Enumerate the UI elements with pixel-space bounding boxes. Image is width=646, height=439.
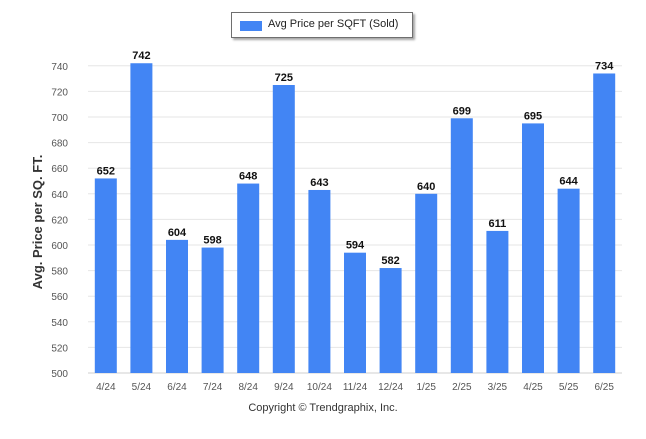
- legend-label: Avg Price per SQFT (Sold): [268, 18, 399, 30]
- y-axis-ticks: 500 520 540 560 580 600 620 640 660 680 700 720 740: [51, 62, 68, 380]
- x-tick-label: 5/24: [132, 382, 152, 393]
- x-tick-label: 7/24: [203, 382, 223, 393]
- bar[interactable]: [94, 178, 117, 373]
- x-tick-label: 10/24: [307, 382, 332, 393]
- bar[interactable]: [272, 85, 295, 373]
- y-tick-label: 580: [51, 267, 68, 278]
- y-tick-label: 660: [51, 164, 68, 175]
- data-label: 652: [97, 165, 115, 177]
- bar[interactable]: [166, 239, 188, 373]
- bar[interactable]: [379, 268, 402, 373]
- bar[interactable]: [557, 188, 580, 373]
- bar[interactable]: [522, 123, 544, 374]
- data-label: 695: [524, 110, 542, 122]
- bar[interactable]: [593, 73, 616, 373]
- x-tick-label: 11/24: [343, 382, 368, 393]
- x-tick-label: 4/24: [96, 382, 116, 393]
- bar[interactable]: [237, 183, 260, 373]
- legend[interactable]: Avg Price per SQFT (Sold): [231, 12, 413, 38]
- data-label: 644: [559, 176, 578, 188]
- x-tick-label: 9/24: [274, 382, 294, 393]
- data-label: 611: [489, 218, 507, 230]
- y-tick-label: 640: [51, 190, 68, 201]
- bar[interactable]: [344, 252, 366, 373]
- data-label: 742: [132, 50, 150, 62]
- copyright-text: Copyright © Trendgraphix, Inc.: [248, 402, 398, 414]
- x-tick-label: 4/25: [523, 382, 543, 393]
- data-label: 643: [310, 177, 328, 189]
- y-tick-label: 680: [51, 139, 68, 150]
- y-tick-label: 560: [51, 292, 68, 303]
- data-label: 598: [203, 235, 221, 247]
- data-label: 594: [346, 240, 365, 252]
- bar[interactable]: [486, 230, 509, 373]
- x-tick-label: 6/24: [167, 382, 187, 393]
- x-tick-label: 5/25: [559, 382, 579, 393]
- bar[interactable]: [450, 118, 473, 373]
- x-tick-label: 8/24: [238, 382, 258, 393]
- data-label: 640: [417, 181, 435, 193]
- bar[interactable]: [130, 63, 153, 374]
- y-tick-label: 520: [51, 343, 68, 354]
- x-tick-label: 6/25: [594, 382, 614, 393]
- x-axis-ticks: 4/24 5/24 6/24 7/24 8/24 9/24 10/24 11/24 12/24 1…: [96, 382, 614, 393]
- bars: [94, 63, 616, 374]
- y-tick-label: 720: [51, 87, 68, 98]
- x-tick-label: 3/25: [488, 382, 508, 393]
- data-label: 699: [453, 105, 471, 117]
- data-label: 582: [381, 255, 399, 267]
- data-label: 648: [239, 171, 257, 183]
- x-tick-label: 1/25: [416, 382, 436, 393]
- bar[interactable]: [201, 247, 224, 373]
- bar[interactable]: [308, 189, 331, 373]
- y-tick-label: 500: [51, 369, 68, 380]
- data-label: 734: [595, 60, 614, 72]
- y-tick-label: 620: [51, 215, 68, 226]
- y-tick-label: 540: [51, 318, 68, 329]
- data-label: 604: [168, 227, 187, 239]
- y-tick-label: 700: [51, 113, 68, 124]
- x-tick-label: 12/24: [378, 382, 403, 393]
- data-labels: 652 742 604 598 648 725 643 594 582 640 699 611 695 6…: [97, 50, 615, 267]
- y-tick-label: 740: [51, 62, 68, 73]
- data-label: 725: [275, 72, 293, 84]
- y-axis-title: Avg. Price per SQ. FT.: [30, 155, 45, 290]
- bar[interactable]: [415, 193, 438, 373]
- x-tick-label: 2/25: [452, 382, 472, 393]
- y-tick-label: 600: [51, 241, 68, 252]
- legend-swatch: [240, 21, 262, 31]
